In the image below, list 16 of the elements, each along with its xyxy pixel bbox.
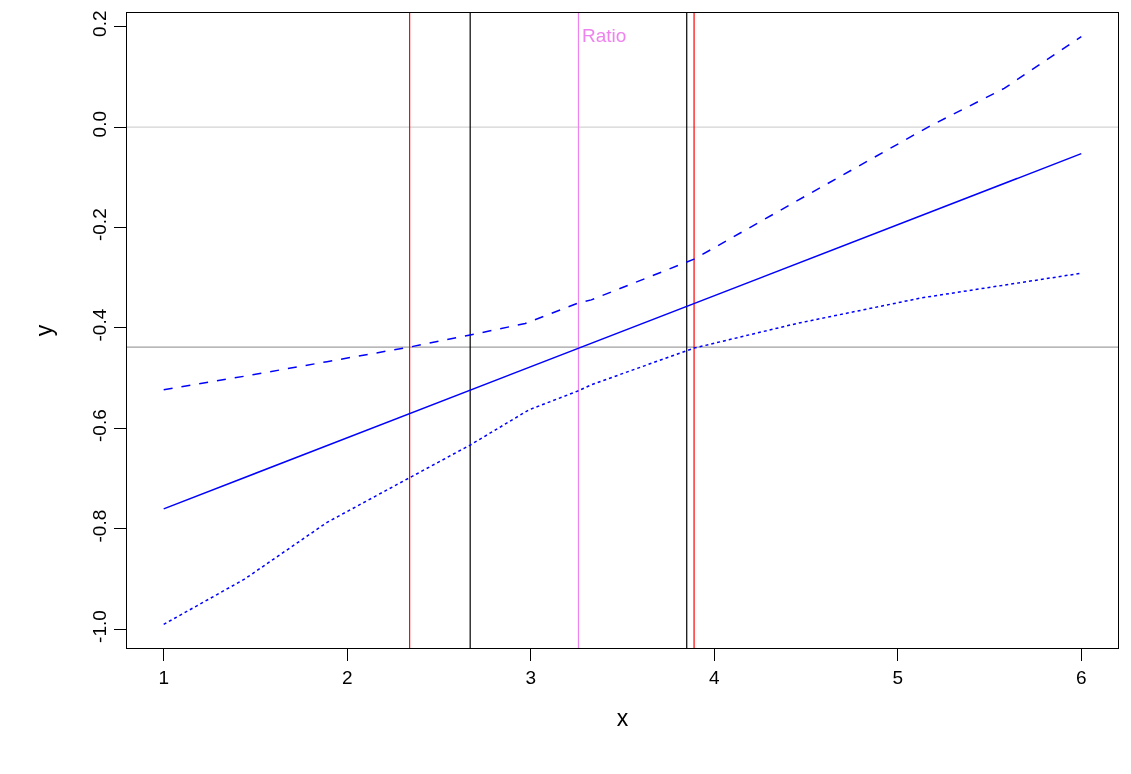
x-tick-label: 6 xyxy=(1076,666,1087,688)
y-tick-label: 0.2 xyxy=(89,10,111,37)
y-tick-label: 0.0 xyxy=(89,110,111,138)
x-tick-label: 2 xyxy=(341,666,353,688)
x-tick-label: 4 xyxy=(708,666,720,688)
x-tick-label: 1 xyxy=(158,666,169,688)
y-tick-label: -0.4 xyxy=(89,308,111,342)
x-axis-title: x xyxy=(616,704,629,731)
x-tick-label: 5 xyxy=(892,666,904,688)
y-tick-label: -1.0 xyxy=(89,610,111,643)
ref-line-label: Ratio xyxy=(582,25,627,46)
y-tick-label: -0.2 xyxy=(89,208,111,242)
y-tick-label: -0.8 xyxy=(89,509,111,543)
y-axis-title: y xyxy=(30,324,57,337)
x-tick-label: 3 xyxy=(525,666,537,688)
y-tick-label: -0.6 xyxy=(89,409,111,442)
